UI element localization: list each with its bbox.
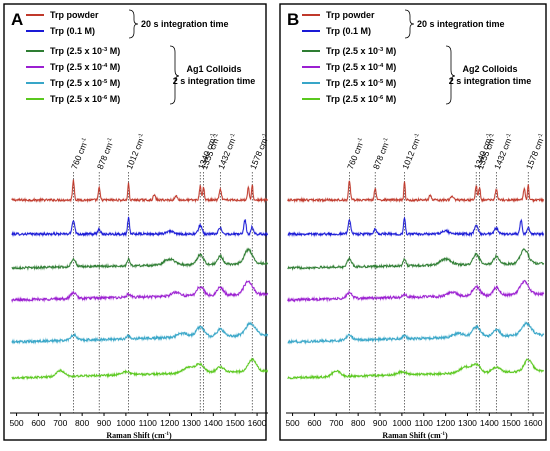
band-marker-label: 760 cm-1: [69, 137, 91, 171]
band-marker-label: 878 cm-1: [371, 137, 393, 171]
spectrum-glow: [287, 215, 545, 239]
x-tick-label: 700: [53, 418, 67, 428]
group-label-colloid: Ag1 Colloids: [186, 64, 241, 74]
legend-entry: Trp (2.5 x 10-4 M): [50, 62, 120, 72]
spectrum-line: [287, 216, 545, 237]
x-tick-label: 1300: [458, 418, 477, 428]
legend-entry: Trp (2.5 x 10-3 M): [326, 46, 396, 56]
x-tick-label: 600: [31, 418, 45, 428]
group-label-2s: 2 s integration time: [173, 76, 256, 86]
legend-entry: Trp (2.5 x 10-5 M): [50, 78, 120, 88]
spectrum-glow: [286, 180, 545, 205]
x-axis-label: Raman Shift (cm-1): [382, 431, 448, 440]
panel-a: A 500 600 700 800 900 1000 1100 1200 1300 1400 1500…: [3, 3, 271, 441]
spectrum-line: [287, 180, 545, 203]
x-axis-label: Raman Shift (cm-1): [106, 431, 172, 440]
x-tick-label: 1100: [139, 418, 158, 428]
spectrum-line: [11, 179, 268, 203]
spectrum-line: [287, 280, 545, 303]
x-tick-label: 1000: [392, 418, 411, 428]
brace-20s: [128, 9, 139, 39]
panel-label: A: [11, 10, 23, 29]
x-tick-label: 1300: [182, 418, 201, 428]
x-tick-label: 1400: [480, 418, 499, 428]
spectrum-line: [287, 248, 545, 271]
band-marker-label: 1578 cm-1: [248, 132, 271, 171]
spectrum-line: [11, 280, 269, 303]
spectrum-glow: [10, 279, 269, 304]
panel-b: B 500 600 700 800 900 1000 1100 1200 1300 1400 1500…: [279, 3, 547, 441]
legend-entry: Trp (2.5 x 10-6 M): [50, 94, 120, 104]
legend-entry: Trp (2.5 x 10-6 M): [326, 94, 396, 104]
spectrum-line: [11, 247, 268, 271]
group-label-2s: 2 s integration time: [449, 76, 532, 86]
group-label-colloid: Ag2 Colloids: [462, 64, 517, 74]
x-tick-label: 1500: [226, 418, 245, 428]
x-tick-label: 1400: [204, 418, 223, 428]
spectrum-line: [11, 321, 269, 345]
x-tick-label: 800: [351, 418, 365, 428]
band-marker-label: 1432 cm-1: [492, 132, 515, 171]
band-marker-label: 1578 cm-1: [524, 132, 547, 171]
x-tick-label: 1500: [502, 418, 521, 428]
band-marker-label: 1012 cm-1: [124, 132, 147, 171]
x-tick-label: 1000: [116, 418, 135, 428]
x-tick-label: 900: [373, 418, 387, 428]
spectrum-line: [11, 357, 269, 380]
x-tick-label: 1600: [524, 418, 543, 428]
legend-entry: Trp (2.5 x 10-4 M): [326, 62, 396, 72]
legend-entry: Trp (0.1 M): [50, 26, 95, 36]
panel-label: B: [287, 10, 299, 29]
spectrum-line: [287, 358, 544, 380]
band-marker-label: 1012 cm-1: [400, 132, 423, 171]
legend-entry: Trp powder: [326, 10, 375, 20]
spectrum-glow: [11, 356, 269, 382]
legend-entry: Trp (0.1 M): [326, 26, 371, 36]
spectrum-line: [11, 216, 269, 237]
legend-entry: Trp (2.5 x 10-5 M): [326, 78, 396, 88]
x-tick-label: 700: [329, 418, 343, 428]
spectrum-glow: [11, 320, 269, 346]
x-tick-label: 1200: [436, 418, 455, 428]
x-tick-label: 1100: [415, 418, 434, 428]
spectrum-line: [287, 321, 545, 345]
panel-frame: [279, 3, 547, 441]
x-tick-label: 1600: [248, 418, 267, 428]
band-marker-label: 1432 cm-1: [216, 132, 239, 171]
spectrum-glow: [11, 179, 269, 205]
x-tick-label: 500: [285, 418, 299, 428]
x-tick-label: 800: [75, 418, 89, 428]
group-label-20s: 20 s integration time: [417, 19, 505, 29]
legend-entry: Trp powder: [50, 10, 99, 20]
band-marker-label: 760 cm-1: [345, 137, 367, 171]
x-tick-label: 1200: [160, 418, 179, 428]
x-tick-label: 600: [307, 418, 321, 428]
panel-frame: [3, 3, 267, 441]
brace-colloids: [445, 45, 456, 105]
x-tick-label: 900: [97, 418, 111, 428]
brace-20s: [404, 9, 415, 39]
band-marker-label: 878 cm-1: [95, 137, 117, 171]
x-tick-label: 500: [9, 418, 23, 428]
legend-entry: Trp (2.5 x 10-3 M): [50, 46, 120, 56]
brace-colloids: [169, 45, 180, 105]
group-label-20s: 20 s integration time: [141, 19, 229, 29]
